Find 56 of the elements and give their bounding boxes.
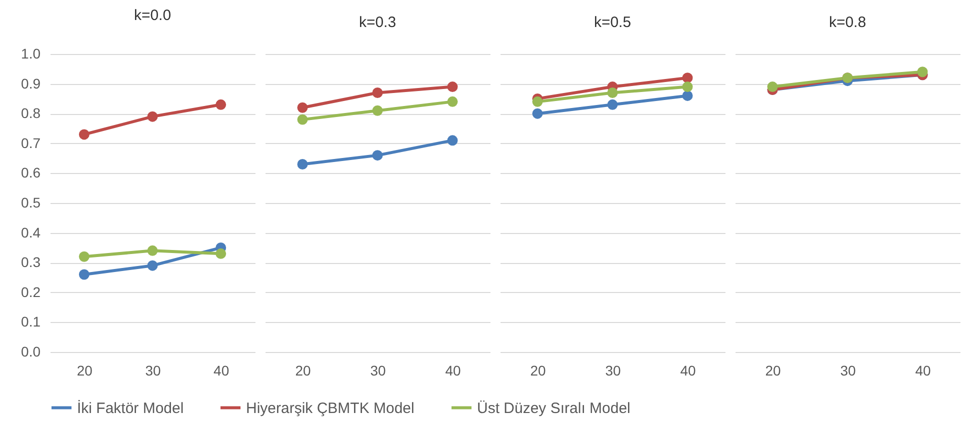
point — [147, 260, 158, 271]
point — [297, 159, 308, 170]
y-tick-label: 0.1 — [21, 314, 41, 330]
legend-label: Hiyerarşik ÇBMTK Model — [246, 400, 414, 417]
y-tick-label: 0.3 — [21, 254, 41, 270]
point — [216, 99, 226, 110]
x-tick-label: 20 — [76, 362, 93, 378]
point — [607, 88, 618, 98]
point — [682, 72, 693, 84]
point — [447, 82, 458, 92]
y-tick-label: 1.0 — [21, 46, 41, 62]
point — [297, 102, 308, 113]
legend-label: Üst Düzey Sıralı Model — [477, 400, 630, 417]
chart-title: k=0.5 — [594, 14, 632, 31]
x-tick-label: 20 — [295, 362, 311, 378]
point — [372, 150, 383, 161]
x-tick-label: 20 — [765, 362, 781, 378]
x-tick-label: 40 — [680, 362, 696, 378]
point — [607, 99, 618, 110]
x-tick-label: 40 — [445, 362, 461, 378]
point — [532, 108, 543, 119]
point — [682, 90, 693, 101]
y-tick-label: 0.5 — [21, 194, 41, 210]
x-tick-label: 30 — [370, 362, 386, 378]
point — [532, 96, 543, 107]
point — [372, 105, 383, 116]
point — [917, 66, 928, 78]
x-tick-label: 40 — [915, 362, 931, 378]
x-tick-label: 30 — [840, 362, 856, 378]
y-tick-label: 0.2 — [21, 284, 41, 300]
point — [78, 129, 90, 140]
point — [447, 96, 458, 107]
x-tick-label: 40 — [214, 362, 230, 378]
point — [78, 269, 90, 280]
x-tick-label: 20 — [530, 362, 546, 378]
point — [297, 114, 308, 125]
point — [147, 245, 158, 256]
point — [216, 248, 226, 259]
point — [682, 82, 693, 92]
y-tick-label: 0.4 — [21, 224, 41, 240]
x-tick-label: 30 — [145, 362, 161, 378]
point — [372, 88, 383, 98]
point — [147, 111, 158, 122]
point — [78, 251, 90, 262]
chart-title: k=0.8 — [828, 14, 866, 31]
legend-label: İki Faktör Model — [77, 398, 184, 417]
chart-title: k=0.3 — [358, 14, 396, 31]
y-tick-label: 0.0 — [21, 344, 41, 360]
chart-title: k=0.0 — [134, 7, 172, 24]
y-tick-label: 0.9 — [21, 75, 41, 92]
point — [767, 82, 778, 92]
y-tick-label: 0.6 — [21, 164, 41, 181]
y-tick-label: 0.8 — [21, 105, 41, 122]
point — [447, 135, 458, 146]
x-tick-label: 30 — [605, 362, 621, 378]
y-tick-label: 0.7 — [21, 134, 41, 151]
